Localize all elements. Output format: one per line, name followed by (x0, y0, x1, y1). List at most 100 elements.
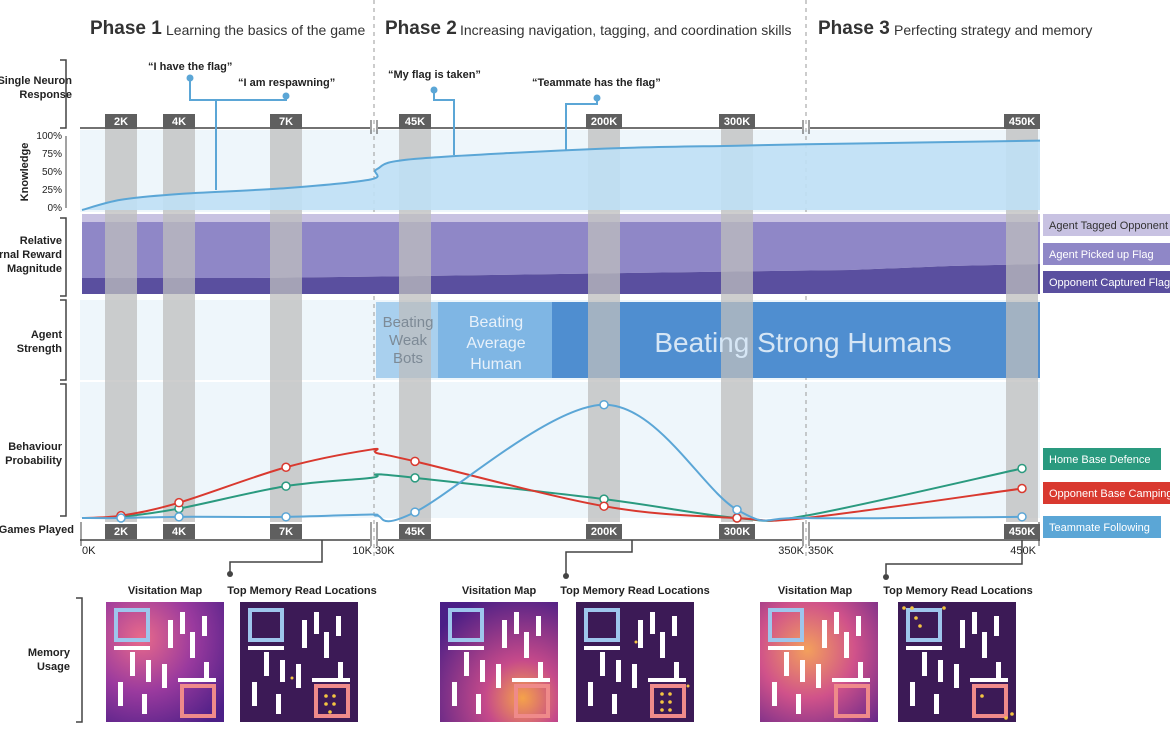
behaviour-point (1017, 463, 1027, 474)
strength-label-average-human: Beating (469, 314, 523, 331)
memory-read-map-phase1 (240, 602, 358, 722)
behaviour-point (1017, 483, 1027, 494)
svg-text:Opponent Base Camping: Opponent Base Camping (1049, 488, 1170, 500)
behaviour-point (281, 462, 291, 473)
svg-text:4K: 4K (172, 526, 186, 538)
strength-label-weak-bots: Bots (393, 350, 423, 367)
row-label-strength: Strength (17, 343, 63, 355)
axis-tick-10k: 10K (352, 545, 372, 557)
quote-teammate-has-the-flag: “Teammate has the flag” (532, 77, 661, 89)
svg-text:Agent Tagged Opponent: Agent Tagged Opponent (1049, 220, 1168, 232)
row-label-memory: Memory (28, 647, 71, 659)
quote-marker (282, 92, 290, 100)
strength-average-human (438, 302, 552, 378)
behaviour-point (281, 512, 291, 522)
row-label-reward: Magnitude (7, 263, 62, 275)
row-label-single-neuron: Single Neuron (0, 75, 72, 87)
knowledge-tick: 75% (42, 149, 62, 160)
knowledge-tick: 0% (48, 203, 63, 214)
behaviour-point (281, 481, 291, 491)
behaviour-point (116, 513, 126, 523)
memory-connectors (229, 540, 1023, 574)
connector-dot (227, 571, 233, 577)
memory-read-title: Top Memory Read Locations (560, 585, 710, 597)
row-label-single-neuron: Response (19, 89, 72, 101)
checkpoint-bar (163, 128, 195, 522)
reward-band-agent-tagged-opponent (82, 214, 1040, 222)
svg-text:450K: 450K (1009, 116, 1035, 128)
row-label-reward: Relative (20, 235, 62, 247)
behaviour-point (599, 399, 609, 410)
svg-text:200K: 200K (591, 526, 617, 538)
reward-band-opponent-captured-flag (82, 264, 1040, 294)
svg-text:200K: 200K (591, 116, 617, 128)
row-label-memory: Usage (37, 661, 70, 673)
svg-text:300K: 300K (724, 526, 750, 538)
quote-marker (430, 86, 438, 94)
reward-band-agent-picked-up-flag (82, 222, 1040, 278)
knowledge-line (81, 139, 1041, 211)
memory-read-title: Top Memory Read Locations (883, 585, 1033, 597)
svg-text:Teammate Following: Teammate Following (1049, 522, 1150, 534)
svg-text:45K: 45K (405, 116, 425, 128)
axis-tick-30k: 30K (375, 545, 395, 557)
reward-legend: Agent Tagged Opponent Agent Picked up Fl… (1043, 214, 1170, 293)
quote-i-have-the-flag: “I have the flag” (148, 61, 232, 73)
memory-read-map-phase3 (898, 602, 1016, 722)
strength-label-weak-bots: Beating (383, 314, 434, 331)
svg-text:45K: 45K (405, 526, 425, 538)
row-brackets (60, 59, 83, 723)
behaviour-point (410, 456, 420, 467)
bottom-checkpoint-labels: 2K 4K 7K 45K 200K 300K 450K (105, 524, 1040, 539)
knowledge-tick: 50% (42, 167, 62, 178)
svg-text:7K: 7K (279, 526, 293, 538)
strength-label-average-human: Average (466, 335, 525, 352)
row-label-knowledge: Knowledge (19, 143, 31, 202)
quote-marker (186, 74, 194, 82)
visitation-map-title: Visitation Map (128, 585, 203, 597)
connector-dot (883, 574, 889, 580)
visitation-map-title: Visitation Map (462, 585, 537, 597)
axis-tick-450k: 450K (1010, 545, 1036, 557)
svg-text:450K: 450K (1009, 526, 1035, 538)
svg-text:Agent Picked up Flag: Agent Picked up Flag (1049, 249, 1154, 261)
strength-label-average-human: Human (470, 356, 522, 373)
row-label-behaviour: Probability (5, 455, 63, 467)
phase-2-description: Increasing navigation, tagging, and coor… (460, 22, 792, 38)
knowledge-tick: 25% (42, 185, 62, 196)
behaviour-point (410, 507, 420, 517)
strength-label-strong-humans: Beating Strong Humans (654, 327, 951, 358)
quote-i-am-respawning: “I am respawning” (238, 77, 335, 89)
behaviour-point (1017, 512, 1027, 522)
svg-text:Opponent Captured Flag: Opponent Captured Flag (1049, 277, 1170, 289)
row-label-strength: Agent (31, 329, 63, 341)
axis-tick-0k: 0K (82, 545, 96, 557)
behaviour-point (732, 504, 742, 515)
strength-label-weak-bots: Weak (389, 332, 428, 349)
behaviour-point (174, 512, 184, 522)
knowledge-area (82, 140, 1040, 210)
behaviour-point (174, 497, 184, 508)
row-label-games-played: Games Played (0, 524, 74, 536)
row-label-reward: rnal Reward (0, 249, 62, 261)
axis-tick-350k: 350K (778, 545, 804, 557)
behaviour-lines (81, 399, 1027, 523)
visitation-map-phase2 (440, 602, 558, 722)
checkpoint-bar (105, 128, 137, 522)
behaviour-point (732, 513, 742, 523)
quote-my-flag-is-taken: “My flag is taken” (388, 69, 481, 81)
svg-text:300K: 300K (724, 116, 750, 128)
phase-1-number: Phase 1 (90, 18, 162, 39)
svg-text:4K: 4K (172, 116, 186, 128)
phase-1-description: Learning the basics of the game (166, 22, 365, 38)
behaviour-legend: Home Base Defence Opponent Base Camping … (1043, 448, 1170, 538)
knowledge-tick: 100% (36, 131, 62, 142)
behaviour-point (599, 501, 609, 511)
svg-text:7K: 7K (279, 116, 293, 128)
memory-read-map-phase2 (576, 602, 694, 722)
behaviour-point (410, 473, 420, 483)
memory-read-title: Top Memory Read Locations (227, 585, 377, 597)
phase-3-number: Phase 3 (818, 18, 890, 39)
svg-text:2K: 2K (114, 116, 128, 128)
